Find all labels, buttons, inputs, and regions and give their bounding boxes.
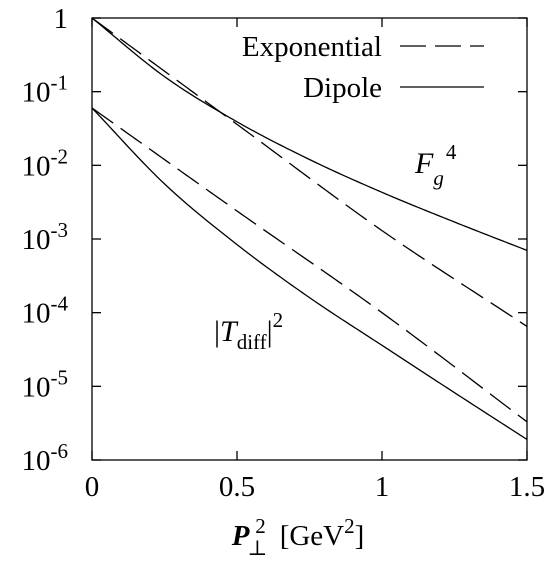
- y-tick-label: 10-4: [22, 292, 69, 330]
- t-diff-dipole-line: [91, 107, 528, 441]
- x-tick-label: 1: [375, 471, 390, 503]
- y-tick-label: 10-3: [22, 218, 69, 256]
- legend: Exponential Dipole: [242, 31, 484, 104]
- series-group: [91, 17, 528, 441]
- x-axis-label: P⊥2 [GeV2]: [231, 514, 365, 560]
- y-tick-label: 10-6: [22, 439, 69, 477]
- x-tick-label: 1.5: [509, 471, 545, 503]
- legend-label-exponential: Exponential: [242, 31, 382, 63]
- x-tick-label: 0.5: [219, 471, 255, 503]
- legend-label-dipole: Dipole: [303, 72, 382, 104]
- y-tick-label: 10-2: [22, 144, 69, 182]
- annotation-t-diff: |Tdiff|2: [214, 308, 283, 354]
- y-tick-label: 10-5: [22, 365, 69, 403]
- y-tick-label: 1: [54, 3, 69, 35]
- form-factor-dipole-line: [91, 17, 528, 252]
- x-tick-label: 0: [85, 471, 100, 503]
- annotation-form-factor: Fg4: [414, 140, 457, 190]
- t-diff-exponential-line: [91, 107, 528, 423]
- axis-ticks: 0 0.5 1 1.5 1 10-1 10-2 10-3 10-4 10-5 10-6: [22, 3, 546, 503]
- form-factor-exponential-line: [91, 17, 528, 327]
- y-tick-label: 10-1: [22, 71, 69, 109]
